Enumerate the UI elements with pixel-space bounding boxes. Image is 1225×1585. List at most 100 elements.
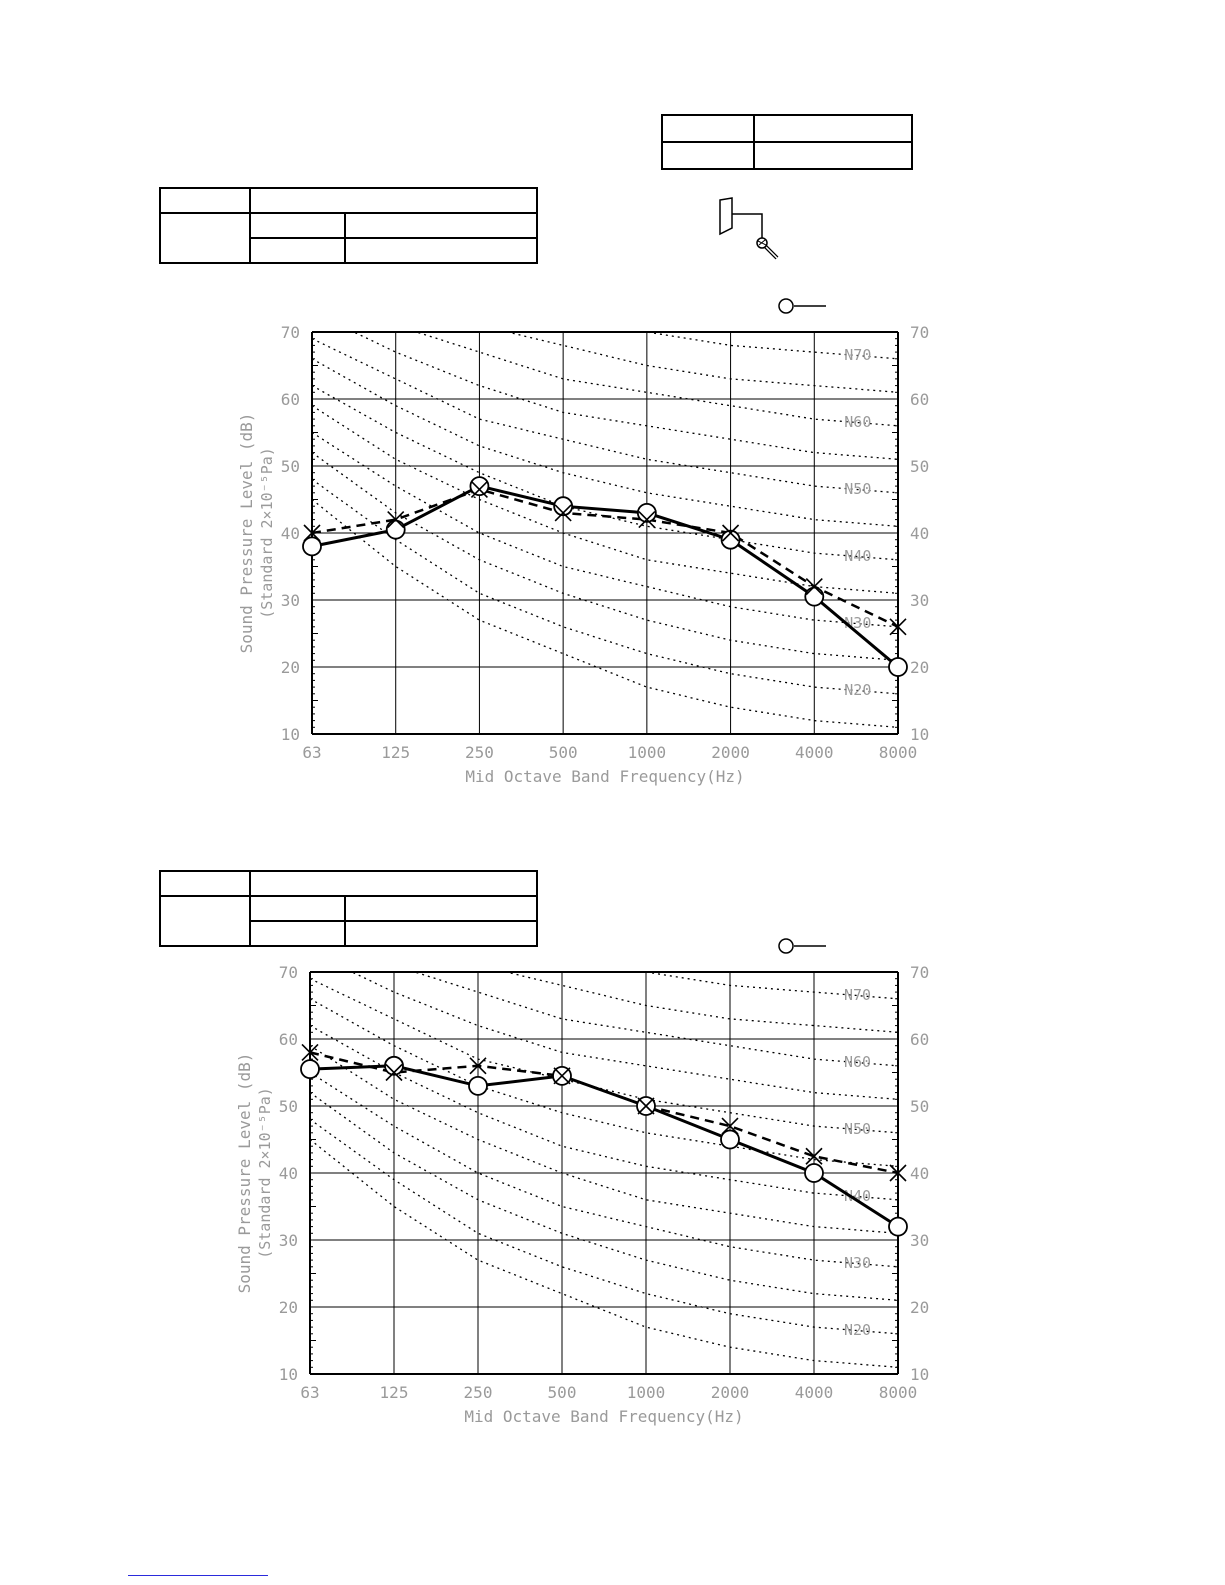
nc-label: N70 [844, 346, 871, 364]
y-tick-label-right: 20 [910, 1298, 929, 1317]
y-tick-label: 40 [279, 1164, 298, 1183]
y-tick-label: 50 [281, 457, 300, 476]
data-point-cross [301, 1043, 319, 1061]
condition-cell [249, 187, 538, 214]
noise-chart-1: N70 N60 N50 N40 N30 N20 10 10 20 20 30 30 40 40 50 50 60… [237, 298, 929, 786]
x-tick-label: 2000 [711, 743, 750, 762]
nc-curve-n25 [312, 452, 898, 661]
y-tick-label-right: 20 [910, 658, 929, 677]
nc-curves [310, 972, 898, 1368]
y-tick-label-right: 10 [910, 1365, 929, 1384]
nc-curve-n45 [310, 998, 898, 1167]
y-axis-sublabel: (Standard 2×10⁻⁵Pa) [256, 1087, 274, 1259]
y-tick-label-right: 60 [910, 390, 929, 409]
condition-cell [249, 895, 346, 922]
x-tick-label: 125 [381, 743, 410, 762]
condition-cell [344, 237, 538, 264]
y-tick-label: 60 [279, 1030, 298, 1049]
nc-curve-n30 [310, 1071, 898, 1268]
y-tick-label: 70 [279, 963, 298, 982]
nc-label: N20 [844, 1321, 871, 1339]
nc-label: N30 [844, 614, 871, 632]
data-point-circle [300, 1059, 320, 1080]
data-point-cross [721, 1117, 739, 1135]
nc-label: N50 [844, 480, 871, 498]
nc-curve-n50 [312, 338, 898, 494]
nc-curve-n60 [412, 972, 898, 1067]
y-tick-label: 10 [279, 1365, 298, 1384]
y-tick-label: 20 [279, 1298, 298, 1317]
x-axis-label: Mid Octave Band Frequency(Hz) [464, 1407, 743, 1426]
x-tick-label: 4000 [795, 1383, 834, 1402]
y-tick-label-right: 70 [910, 323, 929, 342]
y-tick-label-right: 60 [910, 1030, 929, 1049]
condition-cell [159, 870, 251, 897]
condition-cell [159, 212, 251, 264]
data-point-cross [637, 1097, 655, 1115]
data-point-cross [638, 511, 656, 529]
y-tick-label-right: 30 [910, 591, 929, 610]
nc-curve-n30 [312, 431, 898, 628]
y-axis-sublabel: (Standard 2×10⁻⁵Pa) [258, 447, 276, 619]
y-tick-label: 20 [281, 658, 300, 677]
model-info-cell [753, 114, 913, 143]
x-tick-label: 1000 [628, 743, 667, 762]
nc-curve-n15 [310, 1138, 898, 1368]
x-tick-label: 250 [464, 1383, 493, 1402]
data-point-circle [302, 536, 322, 557]
x-tick-label: 500 [549, 743, 578, 762]
x-tick-label: 1000 [627, 1383, 666, 1402]
nc-curve-n50 [310, 978, 898, 1134]
condition-cell [249, 870, 538, 897]
model-info-cell [661, 141, 755, 170]
nc-curve-n70 [642, 332, 898, 360]
nc-label: N50 [844, 1120, 871, 1138]
x-tick-label: 4000 [795, 743, 834, 762]
model-info-cell [661, 114, 755, 143]
nc-curve-n25 [310, 1092, 898, 1301]
series-line-solid [309, 1064, 899, 1228]
data-point-cross [722, 524, 740, 542]
x-tick-label: 8000 [879, 1383, 918, 1402]
data-point-circle [720, 1129, 740, 1150]
nc-label: N40 [844, 1187, 871, 1205]
data-point-cross [385, 1063, 403, 1082]
legend-circle-marker [778, 938, 794, 954]
y-axis-label: Sound Pressure Level (dB) [235, 1053, 254, 1294]
data-point-cross [805, 1147, 823, 1165]
mic-lead-line [732, 213, 763, 240]
condition-table-2 [159, 870, 538, 947]
data-point-circle [804, 1163, 824, 1183]
y-tick-label: 70 [281, 323, 300, 342]
nc-curve-n40 [310, 1025, 898, 1201]
nc-curve-n65 [503, 972, 898, 1033]
y-axis-label: Sound Pressure Level (dB) [237, 413, 256, 654]
y-tick-label: 30 [281, 591, 300, 610]
data-point-cross [387, 511, 405, 529]
y-tick-label-right: 10 [910, 725, 929, 744]
data-point-cross [889, 1164, 907, 1182]
data-point-cross [889, 618, 907, 636]
nc-curve-n55 [350, 972, 898, 1100]
condition-table-1 [159, 187, 538, 264]
microphone-position-diagram [719, 197, 779, 260]
nc-curve-n55 [352, 332, 898, 460]
x-tick-label: 2000 [711, 1383, 750, 1402]
condition-cell [344, 212, 538, 239]
nc-curve-n35 [312, 405, 898, 594]
data-point-circle [385, 519, 406, 540]
x-tick-label: 125 [380, 1383, 409, 1402]
nc-curves [312, 332, 898, 728]
y-tick-label-right: 50 [910, 1097, 929, 1116]
nc-curve-n35 [310, 1045, 898, 1234]
condition-cell [159, 895, 251, 947]
y-tick-label-right: 30 [910, 1231, 929, 1250]
nc-curve-n70 [642, 972, 898, 1000]
data-point-cross [303, 524, 321, 542]
condition-cell [344, 895, 538, 922]
nc-label: N20 [844, 681, 871, 699]
data-point-cross [470, 480, 488, 499]
noise-chart-2: N70 N60 N50 N40 N30 N20 10 10 20 20 30 30 40 40 50 50 60… [235, 938, 929, 1426]
data-point-circle [888, 1216, 908, 1237]
data-point-cross [805, 578, 823, 596]
